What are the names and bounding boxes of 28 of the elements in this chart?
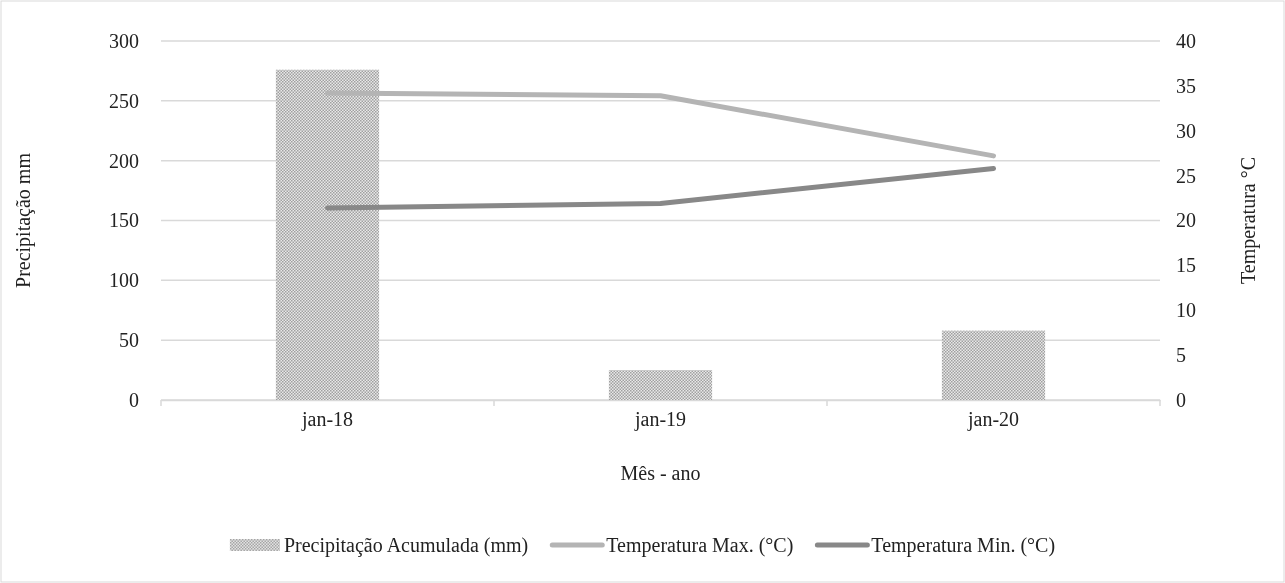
y-axis-title: Precipitação mm — [12, 152, 35, 288]
y2-tick-label: 25 — [1176, 164, 1196, 187]
y-tick-label: 50 — [119, 329, 139, 352]
y2-tick-label: 0 — [1176, 388, 1186, 411]
bar — [941, 330, 1046, 400]
x-tick-label: jan-19 — [633, 408, 687, 432]
y-tick-label: 200 — [109, 149, 139, 172]
y2-tick-label: 30 — [1176, 119, 1196, 142]
y2-tick-label: 10 — [1176, 299, 1196, 322]
bar — [608, 370, 713, 400]
y2-tick-label: 20 — [1176, 209, 1196, 232]
legend-label: Temperatura Max. (°C) — [606, 534, 794, 557]
x-tick-label: jan-20 — [966, 408, 1020, 432]
y-tick-label: 0 — [129, 388, 139, 411]
y2-tick-label: 15 — [1176, 254, 1196, 277]
y2-axis-title: Temperatura °C — [1237, 156, 1260, 285]
y2-tick-label: 40 — [1176, 29, 1196, 52]
y2-tick-label: 35 — [1176, 74, 1196, 97]
legend-label: Temperatura Min. (°C) — [871, 534, 1056, 557]
y-tick-label: 300 — [109, 29, 139, 52]
x-axis-title: Mês - ano — [620, 462, 701, 484]
y-tick-label: 150 — [109, 209, 139, 232]
y-tick-label: 250 — [109, 89, 139, 112]
y2-tick-label: 5 — [1176, 344, 1186, 367]
x-tick-label: jan-18 — [300, 408, 354, 432]
y-tick-label: 100 — [109, 269, 139, 292]
legend-label: Precipitação Acumulada (mm) — [283, 534, 529, 557]
bar — [275, 69, 380, 400]
